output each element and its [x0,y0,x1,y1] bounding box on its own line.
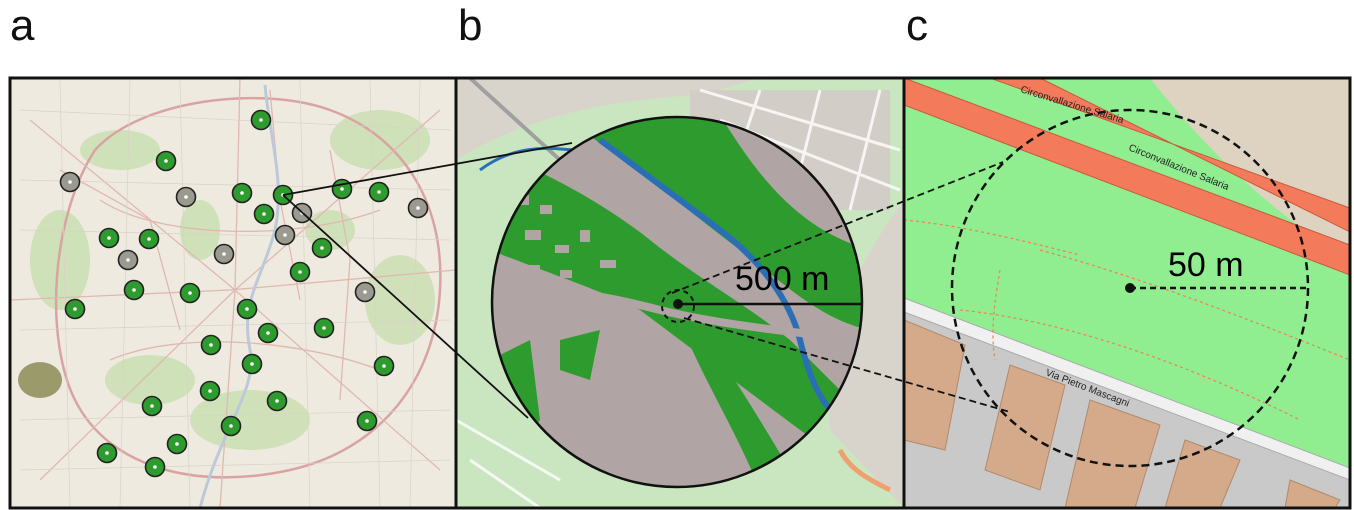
panel-a-map [10,78,456,508]
panel-frames [8,76,1352,510]
zoom-connectors [282,142,1011,419]
site[interactable] [289,261,311,283]
panel-c-map: Circonvallazione Salaria Circonvallazion… [904,78,1350,508]
site[interactable] [257,322,279,344]
connector-b-c-bottom [683,317,1011,413]
buffer-50m-circle [950,108,1310,468]
site[interactable] [117,249,139,271]
site[interactable] [200,334,222,356]
buffer-500m-circle [490,115,864,489]
footpaths [904,219,1350,421]
site[interactable] [175,186,197,208]
site[interactable] [98,227,120,249]
site[interactable] [274,224,296,246]
sampling-sites [59,109,429,478]
site[interactable] [59,171,81,193]
site[interactable] [354,281,376,303]
site[interactable] [213,243,235,265]
site[interactable] [220,415,242,437]
site[interactable] [311,237,333,259]
site[interactable] [250,109,272,131]
road-in-buffer [492,285,862,344]
site[interactable] [155,150,177,172]
scale-label-50m: 50 m [1168,246,1244,284]
scale-label-500m: 500 m [735,260,830,298]
panel-b-map: 500 m [456,78,904,508]
site[interactable] [236,298,258,320]
connector-a-b-top [282,142,573,196]
road-salaria-2 [989,78,1350,233]
road-salaria-1 [904,78,1350,276]
site[interactable] [368,181,390,203]
site[interactable] [313,317,335,339]
site[interactable] [253,203,275,225]
site[interactable] [141,395,163,417]
site[interactable] [231,182,253,204]
site[interactable] [64,298,86,320]
site[interactable] [266,390,288,412]
site[interactable] [144,456,166,478]
site[interactable] [138,228,160,250]
site[interactable] [199,380,221,402]
railway [468,78,562,162]
site[interactable] [179,282,201,304]
panel-label-c: c [906,1,928,50]
frame-c [902,76,1352,510]
panel-label-b: b [458,1,483,50]
river [598,137,838,418]
site[interactable] [356,410,378,432]
road-mascagni [904,297,1350,481]
panel-label-a: a [10,1,35,50]
road-outside [837,448,892,493]
site[interactable] [123,279,145,301]
dark-patch [18,362,62,398]
site[interactable] [96,442,118,464]
site[interactable] [166,433,188,455]
site[interactable] [373,355,395,377]
minor-streets [19,79,451,508]
site[interactable] [241,353,263,375]
connector-b-c-top [671,161,1004,294]
site[interactable] [407,197,429,219]
road-network [10,78,456,508]
connector-a-b-bottom [282,194,529,419]
